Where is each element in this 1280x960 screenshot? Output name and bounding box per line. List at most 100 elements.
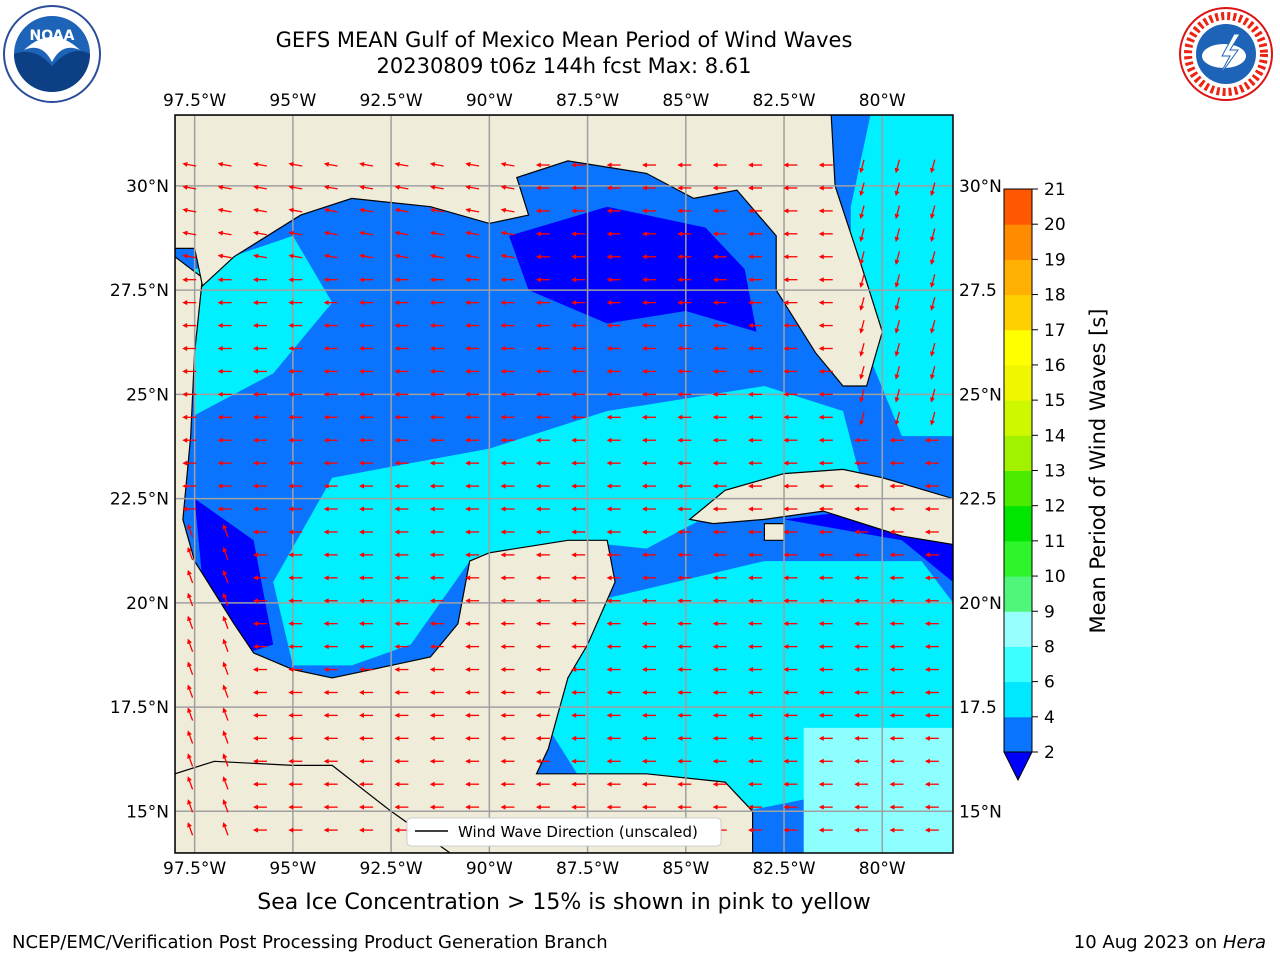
wave-arrow (859, 388, 865, 403)
wave-arrow (677, 804, 692, 810)
wave-arrow (323, 483, 338, 489)
lat-tick-right: 25°N (959, 385, 1002, 405)
wave-arrow (288, 277, 303, 283)
wave-arrow (606, 575, 621, 581)
wave-arrow (323, 345, 338, 351)
wave-arrow (252, 598, 267, 604)
wave-arrow (677, 735, 692, 741)
wave-arrow (677, 460, 692, 466)
wave-arrow (571, 231, 586, 237)
land-isla-juventud (763, 522, 785, 541)
wave-arrow (783, 827, 798, 833)
lat-tick-left: 25°N (126, 385, 169, 405)
wave-arrow (783, 483, 798, 489)
wave-arrow (712, 460, 727, 466)
wave-arrow (571, 208, 586, 214)
wave-arrow (930, 182, 936, 197)
wave-arrow (500, 644, 515, 650)
wave-arrow (394, 368, 409, 374)
wave-arrow (889, 827, 904, 833)
wave-arrow (571, 667, 586, 673)
wave-arrow (323, 552, 338, 558)
wave-arrow (429, 598, 444, 604)
wave-arrow (854, 667, 869, 673)
wave-arrow (748, 827, 763, 833)
wave-arrow (288, 529, 303, 535)
wave-arrow (323, 804, 338, 810)
wave-arrow (217, 483, 232, 489)
wave-arrow (854, 735, 869, 741)
wave-arrow (712, 185, 727, 191)
wave-arrow (288, 827, 303, 833)
lat-tick-right: 30°N (959, 177, 1002, 197)
wave-arrow (571, 460, 586, 466)
wave-arrow (854, 712, 869, 718)
wave-arrow (712, 667, 727, 673)
wave-arrow (894, 411, 901, 426)
wave-arrow (187, 753, 194, 767)
wave-arrow (182, 391, 197, 397)
wave-arrow (818, 368, 833, 374)
wave-arrow (222, 730, 229, 744)
wave-arrow (465, 253, 480, 259)
wave-arrow (677, 277, 692, 283)
wave-arrow (606, 689, 621, 695)
wave-arrow (818, 506, 833, 512)
colorbar-segment (1004, 224, 1032, 260)
wave-arrow (500, 529, 515, 535)
wave-arrow (783, 804, 798, 810)
lon-tick-bottom: 80°W (859, 859, 906, 879)
wave-arrow (818, 758, 833, 764)
colorbar-segment (1004, 505, 1032, 542)
wave-arrow (288, 345, 303, 351)
land-cuba (688, 468, 953, 546)
wave-arrow (606, 208, 621, 214)
wave-arrow (394, 506, 409, 512)
wave-arrow (859, 297, 865, 311)
wave-arrow (535, 391, 550, 397)
field-cyan-central (273, 386, 863, 666)
wave-arrow (288, 207, 303, 213)
wave-arrow (323, 437, 338, 443)
colorbar-tick-label: 20 (1044, 215, 1066, 235)
wave-arrow (252, 460, 267, 466)
wave-arrow (748, 667, 763, 673)
wave-arrow (930, 228, 936, 243)
wave-arrow (641, 644, 656, 650)
lat-tick-left: 27.5°N (110, 281, 169, 301)
wave-arrow (359, 207, 374, 213)
wave-arrow (288, 804, 303, 810)
wave-arrow (535, 529, 550, 535)
wave-arrow (783, 300, 798, 306)
wave-arrow (465, 667, 480, 673)
wave-arrow (359, 300, 374, 306)
wave-arrow (394, 644, 409, 650)
wave-arrow (571, 185, 586, 191)
colorbar-tick-label: 9 (1044, 602, 1055, 622)
lon-ticks-top: 97.5°W 95°W 92.5°W 90°W 87.5°W 85°W 82.5°W 80°W (163, 91, 906, 111)
wave-arrow (535, 644, 550, 650)
wave-arrow (783, 368, 798, 374)
wave-arrow (217, 184, 232, 190)
wave-arrow (465, 460, 480, 466)
wave-arrow (500, 323, 515, 329)
wave-arrow (818, 460, 833, 466)
wave-arrow (677, 437, 692, 443)
wave-arrow (783, 506, 798, 512)
wave-arrow (222, 638, 229, 653)
wave-arrow (854, 529, 869, 535)
wave-arrow (394, 230, 409, 236)
colorbar-segment (1004, 294, 1032, 331)
wave-arrow (924, 644, 939, 650)
wave-arrow (748, 231, 763, 237)
wave-arrow (222, 799, 229, 813)
wave-arrow (429, 667, 444, 673)
wave-arrow (182, 368, 197, 374)
wave-arrow (187, 822, 194, 836)
wave-arrow (783, 185, 798, 191)
wave-arrow (712, 300, 727, 306)
wave-arrow (429, 230, 444, 236)
wave-arrow (894, 297, 901, 311)
wave-arrow (252, 277, 267, 283)
wave-arrow (641, 598, 656, 604)
